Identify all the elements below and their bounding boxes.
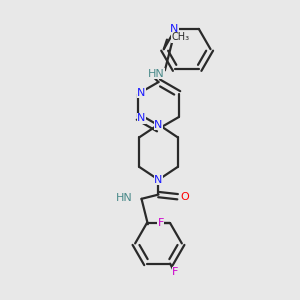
Text: F: F (158, 218, 164, 228)
Text: HN: HN (116, 193, 133, 203)
Text: N: N (137, 88, 146, 98)
Text: N: N (137, 113, 146, 123)
Text: HN: HN (148, 69, 165, 79)
Text: N: N (154, 119, 163, 130)
Text: N: N (154, 175, 163, 185)
Text: O: O (181, 192, 189, 202)
Text: F: F (172, 267, 179, 277)
Text: N: N (170, 24, 178, 34)
Text: CH₃: CH₃ (171, 32, 189, 43)
